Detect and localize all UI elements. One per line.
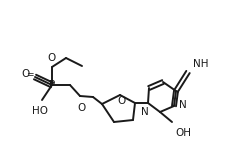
Text: HO: HO <box>32 106 48 116</box>
Text: OH: OH <box>175 128 191 138</box>
Text: N: N <box>179 100 187 110</box>
Text: O: O <box>78 103 86 113</box>
Text: O: O <box>118 96 126 106</box>
Text: =: = <box>27 70 34 80</box>
Text: NH: NH <box>193 59 209 69</box>
Text: O: O <box>48 53 56 63</box>
Text: P: P <box>49 80 55 90</box>
Text: N: N <box>141 107 149 117</box>
Text: O: O <box>22 69 30 79</box>
